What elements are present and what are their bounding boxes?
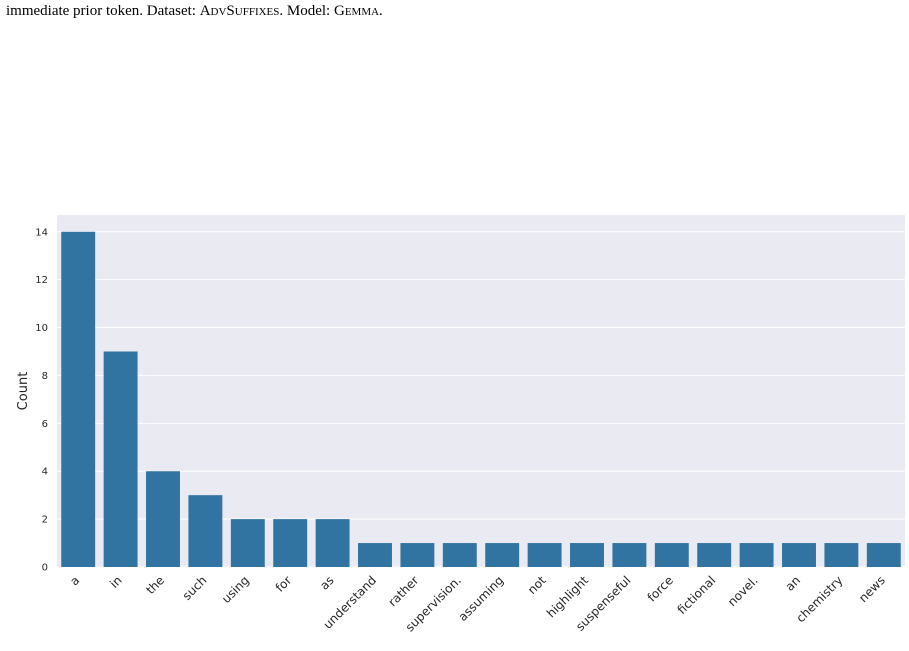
x-tick-label: in (107, 573, 125, 591)
y-tick-label: 10 (35, 323, 48, 334)
x-tick-label: not (525, 573, 549, 597)
x-tick-label: as (317, 573, 337, 593)
bar-news (866, 543, 901, 567)
y-tick-label: 8 (42, 371, 48, 382)
x-tick-label: assuming (456, 573, 507, 624)
x-tick-label: a (67, 573, 82, 588)
bar-assuming (485, 543, 520, 567)
y-tick-label: 4 (42, 467, 48, 478)
x-tick-label: for (273, 573, 295, 595)
y-tick-label: 0 (42, 563, 48, 574)
y-tick-label: 12 (35, 275, 48, 286)
caption-model-label: Model: (286, 3, 331, 19)
bar-in (103, 351, 138, 567)
x-tick-label: such (180, 573, 210, 603)
bar-suspenseful (612, 543, 647, 567)
bar-understand (358, 543, 392, 567)
bar-the (146, 471, 180, 567)
caption-prefix: immediate prior token. (6, 3, 147, 19)
bar-chemistry (824, 543, 859, 567)
x-tick-label: the (143, 573, 167, 597)
x-tick-label: rather (386, 573, 422, 609)
x-tick-label: using (219, 573, 252, 606)
bar-rather (400, 543, 435, 567)
caption-model: Gemma (333, 3, 380, 19)
plot-area (57, 215, 905, 567)
bar-as (315, 519, 350, 567)
x-tick-label: an (783, 573, 803, 593)
bar-highlight (570, 543, 604, 567)
y-tick-label: 2 (42, 515, 48, 526)
x-tick-label: fictional (675, 573, 719, 617)
x-tick-label: news (856, 573, 888, 605)
bar-fictional (697, 543, 732, 567)
x-tick-label: chemistry (793, 573, 845, 625)
y-axis-label: Count (16, 372, 31, 411)
caption-dataset-label: Dataset: (146, 3, 196, 19)
figure-caption: immediate prior token. Dataset: AdvSuffi… (6, 3, 383, 19)
bar-using (230, 519, 265, 567)
bar-an (782, 543, 816, 567)
bars-group (61, 231, 901, 567)
caption-dataset: AdvSuffixes (199, 3, 280, 19)
bar-force (654, 543, 689, 567)
bar-a (61, 231, 96, 567)
x-tick-label: novel. (725, 573, 761, 609)
bar-not (527, 543, 562, 567)
bar-supervision (442, 543, 477, 567)
x-tick-label: force (645, 573, 676, 604)
bar-for (273, 519, 308, 567)
bar-novel (739, 543, 774, 567)
y-tick-label: 14 (35, 227, 48, 238)
y-tick-label: 6 (42, 419, 48, 430)
bar-such (188, 495, 223, 567)
y-tick-labels: 0 2 4 6 8 10 12 14 (35, 227, 48, 573)
